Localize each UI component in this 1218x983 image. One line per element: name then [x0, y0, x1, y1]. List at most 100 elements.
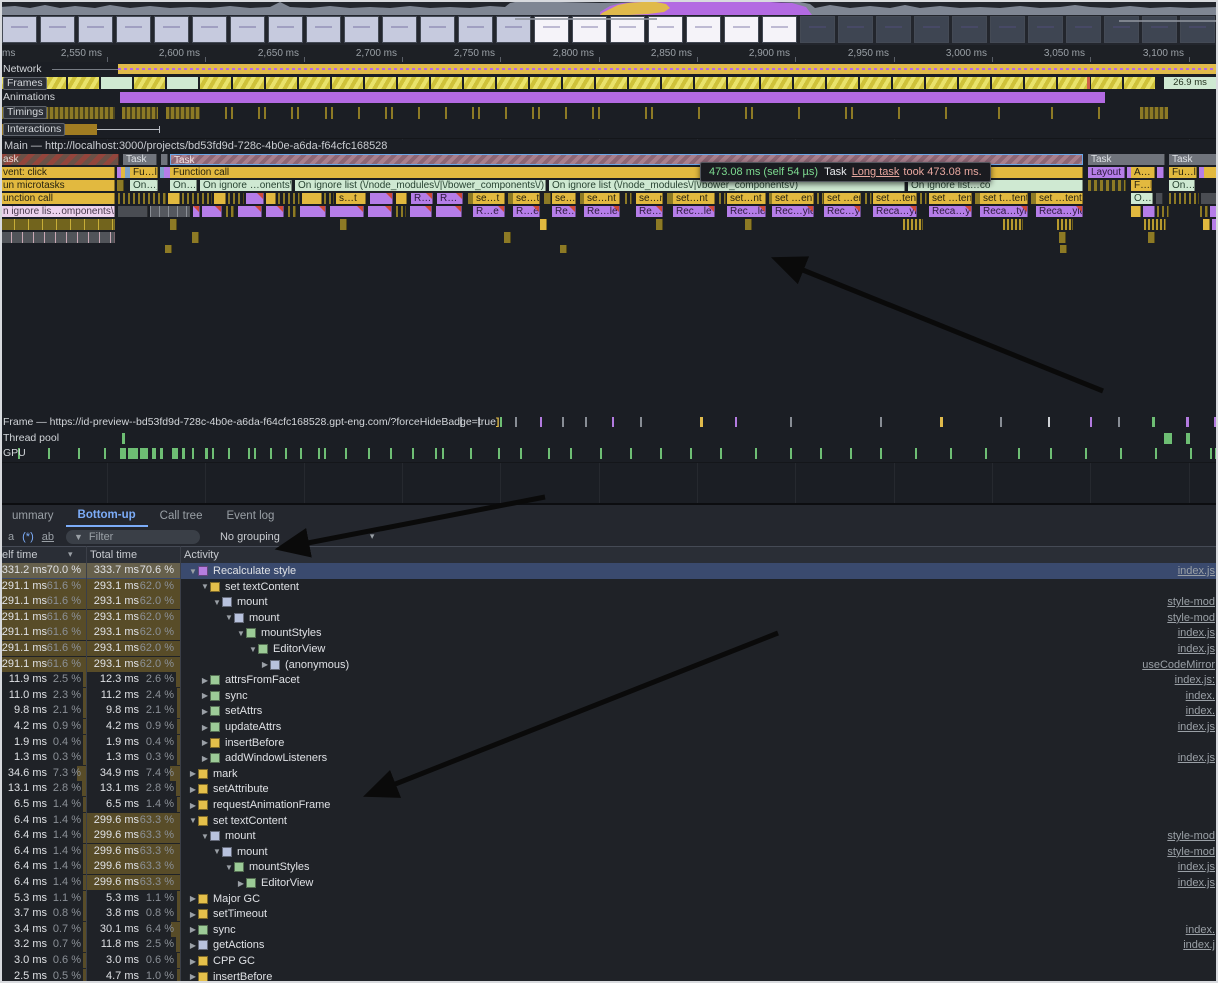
flame-bar[interactable] [1200, 206, 1208, 217]
frame-tile[interactable] [299, 77, 330, 89]
match-word-toggle[interactable]: ab [41, 530, 54, 543]
flame-bar-y[interactable]: se…t [473, 193, 505, 204]
collapse-arrow-icon[interactable]: ▶ [189, 909, 197, 919]
sort-caret-icon[interactable]: ▾ [68, 549, 73, 559]
flame-bar-g[interactable]: On ignore list…co [908, 180, 1083, 191]
expand-arrow-icon[interactable]: ▼ [189, 566, 197, 576]
flame-bar[interactable] [182, 193, 212, 204]
collapse-arrow-icon[interactable]: ▶ [201, 675, 209, 685]
expand-arrow-icon[interactable]: ▼ [225, 613, 233, 623]
flame-bar-g[interactable]: On ignore list (\/node_modules\/|\/bower… [549, 180, 905, 191]
flame-bar-g[interactable]: On ignore list (\/node_modules\/|\/bower… [295, 180, 546, 191]
expand-arrow-icon[interactable]: ▼ [213, 847, 221, 857]
flame-bar-pc[interactable]: Re…le [636, 206, 663, 217]
flame-bar-pc[interactable]: R…e [513, 206, 540, 217]
flame-bar-tstripe[interactable]: ask [0, 154, 119, 165]
source-link[interactable]: index.js [1177, 565, 1215, 577]
flame-bar[interactable] [719, 193, 726, 204]
table-row[interactable]: 291.1 ms 61.6 % 293.1 ms 62.0 % ▶ (anonymous)… [0, 656, 1218, 673]
flame-bar[interactable] [436, 206, 462, 217]
flame-bar[interactable] [168, 193, 180, 204]
source-link[interactable]: index.js [1177, 877, 1215, 889]
flame-bar[interactable] [1144, 219, 1166, 230]
flame-bar[interactable] [1203, 219, 1210, 230]
collapse-arrow-icon[interactable]: ▶ [189, 925, 197, 935]
screenshot-thumbnail[interactable] [914, 16, 949, 43]
flame-bar-y[interactable]: set…nt [673, 193, 715, 204]
screenshot-thumbnail[interactable] [2, 16, 37, 43]
flame-bar[interactable] [745, 219, 752, 230]
flame-bar-y[interactable]: set…nt [727, 193, 766, 204]
frame-tile[interactable] [1124, 77, 1155, 89]
col-total-time[interactable]: Total time [90, 549, 138, 561]
collapse-arrow-icon[interactable]: ▶ [189, 972, 197, 982]
flame-bar[interactable] [1157, 167, 1164, 178]
screenshot-thumbnail[interactable] [952, 16, 987, 43]
table-row[interactable]: 13.1 ms 2.8 % 13.1 ms 2.8 % ▶ setAttribute [0, 781, 1218, 797]
flame-bar-y[interactable]: set t…tent [980, 193, 1028, 204]
flame-bar[interactable] [368, 206, 392, 217]
source-link[interactable]: index. [1185, 923, 1215, 936]
screenshot-thumbnail[interactable] [154, 16, 189, 43]
flame-bar[interactable] [193, 206, 200, 217]
flame-bar-pc[interactable]: Re…e [552, 206, 576, 217]
track-thread-pool[interactable]: Thread pool [0, 431, 1218, 447]
main-thread-flamechart[interactable]: Main — http://localhost:3000/projects/bd… [0, 140, 1218, 415]
match-case-toggle[interactable]: a [8, 530, 15, 543]
flame-bar-y[interactable]: F…l [1131, 180, 1152, 191]
flame-bar-y[interactable]: set …tent [1036, 193, 1083, 204]
flame-bar[interactable] [656, 219, 663, 230]
tab-event-log[interactable]: Event log [226, 510, 275, 522]
flame-bar-pc[interactable]: Rec…le [727, 206, 766, 217]
flame-bar-pc[interactable]: Reca…yle [929, 206, 972, 217]
track-network[interactable]: Network [0, 62, 1218, 77]
flame-bar-pc[interactable]: R… [411, 193, 433, 204]
tab-bottom-up[interactable]: Bottom-up [65, 505, 148, 527]
track-timings[interactable]: Timings [0, 105, 1218, 123]
flame-bar[interactable] [226, 206, 234, 217]
flame-bar[interactable] [340, 219, 347, 230]
track-frame[interactable]: Frame — https://id-preview--bd53fd9d-728… [0, 415, 1218, 432]
source-link[interactable]: index.js [1177, 861, 1215, 874]
flame-bar[interactable] [288, 206, 296, 217]
flame-bar-y[interactable]: set …ent [772, 193, 814, 204]
frame-tile[interactable] [827, 77, 858, 89]
column-divider[interactable] [180, 546, 181, 983]
frame-tile[interactable] [365, 77, 396, 89]
expand-arrow-icon[interactable]: ▼ [237, 628, 245, 638]
frame-tile[interactable] [794, 77, 825, 89]
flame-bar[interactable] [920, 193, 927, 204]
flame-bar-y[interactable]: set …tent [929, 193, 972, 204]
screenshot-thumbnail[interactable] [420, 16, 455, 43]
frame-tile[interactable] [1025, 77, 1056, 89]
screenshot-thumbnail[interactable] [534, 16, 569, 43]
flame-bar-task[interactable]: Task [123, 154, 157, 165]
flame-bar-task[interactable]: Task [1088, 154, 1165, 165]
flame-bar[interactable] [202, 206, 222, 217]
frame-tile[interactable] [266, 77, 297, 89]
flame-bar-g[interactable]: On ignore …onents\/) [200, 180, 292, 191]
frame-tile[interactable] [398, 77, 429, 89]
table-row[interactable]: 11.9 ms 2.5 % 12.3 ms 2.6 % ▶ attrsFromFacet i… [0, 672, 1218, 688]
screenshot-thumbnail[interactable] [572, 16, 607, 43]
flame-bar-pc[interactable]: Reca…tyle [980, 206, 1028, 217]
flame-bar-pk[interactable]: n ignore lis…omponents\/) [0, 206, 115, 217]
flame-bar[interactable] [625, 193, 632, 204]
flame-bar[interactable] [170, 219, 177, 230]
source-link[interactable]: style-mod [1167, 596, 1215, 609]
collapse-arrow-icon[interactable]: ▶ [189, 800, 197, 810]
panel-splitter[interactable] [0, 503, 1218, 505]
expand-arrow-icon[interactable]: ▼ [249, 644, 257, 654]
flame-bar[interactable] [1169, 193, 1199, 204]
frame-tile[interactable] [134, 77, 165, 89]
flame-bar-y[interactable]: unction call [0, 193, 115, 204]
cpu-overview-chart[interactable] [0, 0, 1218, 15]
flame-bar[interactable] [1143, 206, 1155, 217]
collapse-arrow-icon[interactable]: ▶ [237, 878, 245, 888]
screenshot-thumbnail[interactable] [1028, 16, 1063, 43]
flame-bar[interactable] [165, 245, 172, 253]
collapse-arrow-icon[interactable]: ▶ [189, 956, 197, 966]
flame-bar[interactable] [1088, 180, 1126, 191]
flame-bar[interactable] [1204, 167, 1218, 178]
track-gpu[interactable]: GPU [0, 446, 1218, 463]
